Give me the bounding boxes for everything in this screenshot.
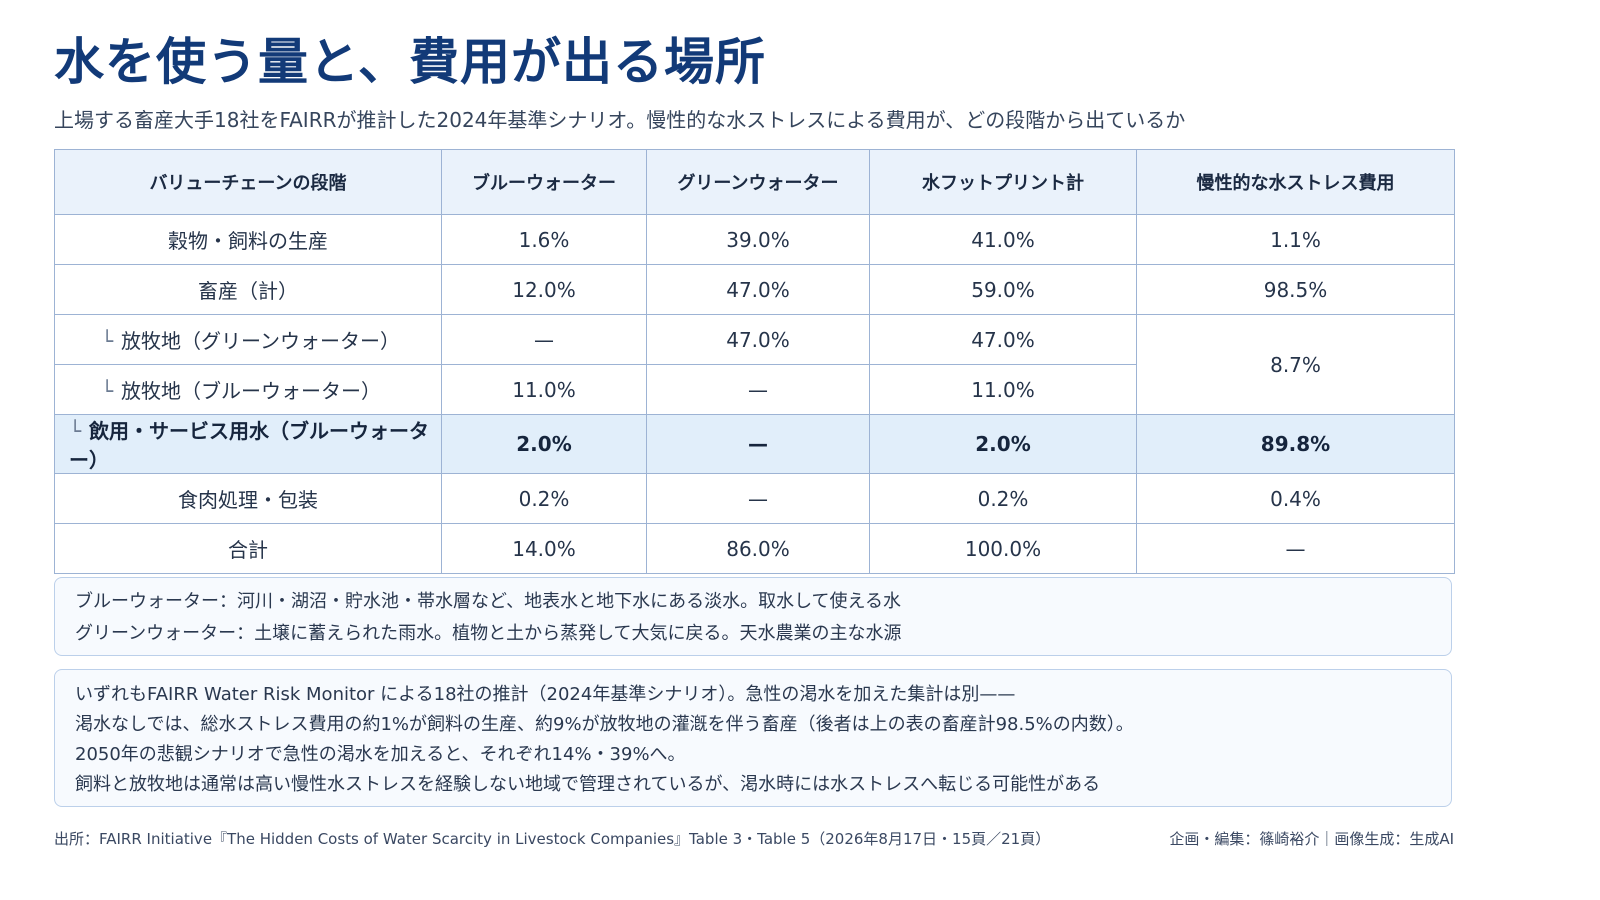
definitions-box: ブルーウォーター：河川・湖沼・貯水池・帯水層など、地表水と地下水にある淡水。取水…	[54, 577, 1452, 656]
cell-green: 86.0%	[646, 523, 870, 574]
credit-line: 企画・編集：篠崎裕介｜画像生成：生成AI	[1169, 830, 1454, 848]
row-stage: 穀物・飼料の生産	[54, 214, 442, 265]
column-header-stage: バリューチェーンの段階	[54, 149, 442, 215]
indent-mark: └	[69, 419, 82, 443]
row-stage: └ 放牧地（グリーンウォーター）	[54, 314, 442, 365]
cell-green: —	[646, 414, 870, 474]
cell-green: 39.0%	[646, 214, 870, 265]
cell-total: 41.0%	[869, 214, 1137, 265]
cell-cost-merged: 8.7%	[1136, 314, 1455, 415]
cell-total: 47.0%	[869, 314, 1137, 365]
note-line: 2050年の悲観シナリオで急性の渇水を加えると、それぞれ14%・39%へ。	[75, 744, 686, 765]
table-header-row: バリューチェーンの段階 ブルーウォーター グリーンウォーター 水フットプリント計…	[54, 149, 1455, 215]
row-stage-label: 飲用・サービス用水（ブルーウォーター）	[69, 419, 430, 472]
note-line: 飼料と放牧地は通常は高い慢性水ストレスを経験しない地域で管理されているが、渇水時…	[75, 774, 1101, 795]
table-row: 畜産（計） 12.0% 47.0% 59.0% 98.5%	[54, 264, 1455, 315]
table-row-total: 合計 14.0% 86.0% 100.0% —	[54, 523, 1455, 574]
indent-mark: └	[101, 379, 114, 403]
row-stage-label: 放牧地（グリーンウォーター）	[121, 329, 401, 353]
table-row: └ 放牧地（グリーンウォーター） — 47.0% 47.0% 8.7%	[54, 314, 1455, 415]
row-stage: └ 放牧地（ブルーウォーター）	[54, 364, 442, 415]
row-stage: 食肉処理・包装	[54, 473, 442, 524]
page-subtitle: 上場する畜産大手18社をFAIRRが推計した2024年基準シナリオ。慢性的な水ス…	[54, 108, 1186, 132]
cell-green: —	[646, 473, 870, 524]
cell-green: 47.0%	[646, 314, 870, 365]
row-stage-label: 放牧地（ブルーウォーター）	[121, 379, 382, 403]
cell-blue: 1.6%	[441, 214, 647, 265]
cell-cost: —	[1136, 523, 1455, 574]
cell-blue: 14.0%	[441, 523, 647, 574]
table-row: └ 放牧地（ブルーウォーター） 11.0% — 11.0%	[54, 364, 1455, 415]
table-row-highlighted: └ 飲用・サービス用水（ブルーウォーター） 2.0% — 2.0% 89.8%	[54, 414, 1455, 474]
cell-cost: 1.1%	[1136, 214, 1455, 265]
water-footprint-table: バリューチェーンの段階 ブルーウォーター グリーンウォーター 水フットプリント計…	[54, 149, 1455, 574]
cell-total: 59.0%	[869, 264, 1137, 315]
source-citation: 出所：FAIRR Initiative『The Hidden Costs of …	[54, 830, 1051, 848]
column-header-total-footprint: 水フットプリント計	[869, 149, 1137, 215]
cell-blue: 11.0%	[441, 364, 647, 415]
cell-blue: —	[441, 314, 647, 365]
cell-cost: 0.4%	[1136, 473, 1455, 524]
note-line: いずれもFAIRR Water Risk Monitor による18社の推計（2…	[75, 684, 1016, 705]
table-row: 穀物・飼料の生産 1.6% 39.0% 41.0% 1.1%	[54, 214, 1455, 265]
column-header-blue-water: ブルーウォーター	[441, 149, 647, 215]
cell-green: 47.0%	[646, 264, 870, 315]
cell-total: 2.0%	[869, 414, 1137, 474]
row-stage: 畜産（計）	[54, 264, 442, 315]
row-stage: 合計	[54, 523, 442, 574]
cell-blue: 12.0%	[441, 264, 647, 315]
column-header-chronic-stress-cost: 慢性的な水ストレス費用	[1136, 149, 1455, 215]
cell-cost: 98.5%	[1136, 264, 1455, 315]
cell-blue: 0.2%	[441, 473, 647, 524]
cell-total: 11.0%	[869, 364, 1137, 415]
row-stage: └ 飲用・サービス用水（ブルーウォーター）	[54, 414, 442, 474]
column-header-green-water: グリーンウォーター	[646, 149, 870, 215]
indent-mark: └	[101, 329, 114, 353]
definition-blue-water: ブルーウォーター：河川・湖沼・貯水池・帯水層など、地表水と地下水にある淡水。取水…	[75, 591, 902, 612]
definition-green-water: グリーンウォーター：土壌に蓄えられた雨水。植物と土から蒸発して大気に戻る。天水農…	[75, 623, 902, 644]
page-title: 水を使う量と、費用が出る場所	[54, 33, 766, 91]
cell-blue: 2.0%	[441, 414, 647, 474]
cell-total: 100.0%	[869, 523, 1137, 574]
cell-green: —	[646, 364, 870, 415]
cell-cost: 89.8%	[1136, 414, 1455, 474]
cell-total: 0.2%	[869, 473, 1137, 524]
notes-box: いずれもFAIRR Water Risk Monitor による18社の推計（2…	[54, 669, 1452, 807]
note-line: 渇水なしでは、総水ストレス費用の約1%が飼料の生産、約9%が放牧地の灌漑を伴う畜…	[75, 714, 1134, 735]
table-row: 食肉処理・包装 0.2% — 0.2% 0.4%	[54, 473, 1455, 524]
